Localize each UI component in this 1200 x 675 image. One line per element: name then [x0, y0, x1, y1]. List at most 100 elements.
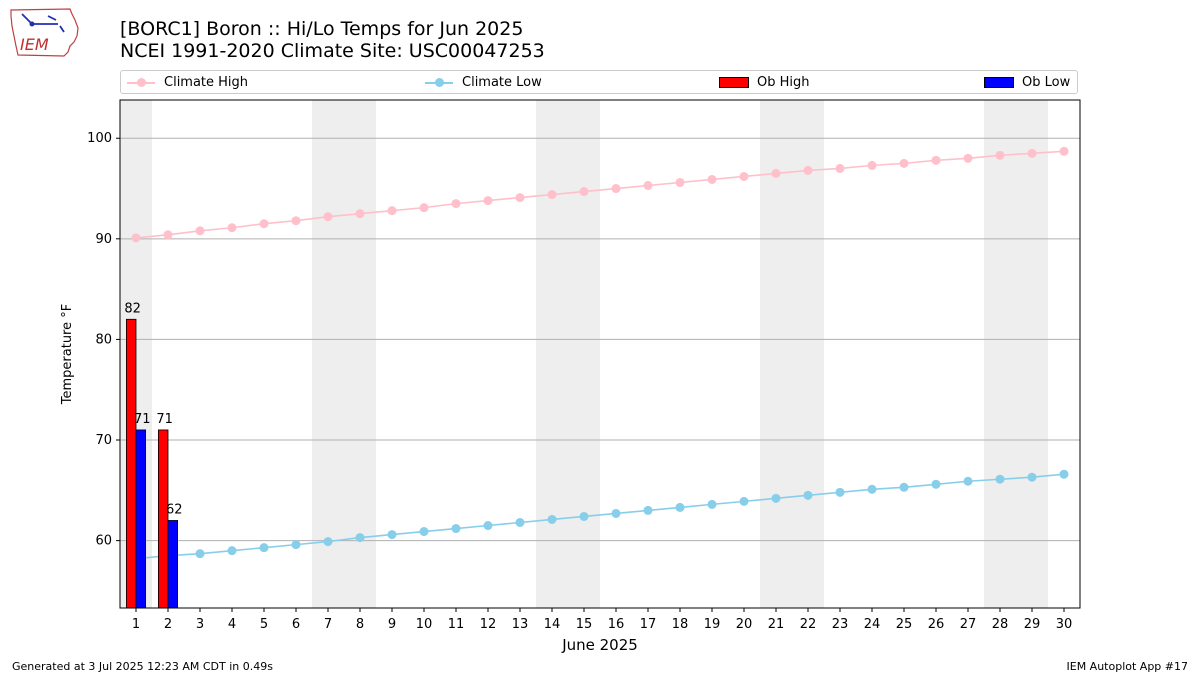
x-tick-label: 27 — [960, 617, 977, 632]
x-tick-label: 20 — [736, 617, 753, 632]
y-axis-label: Temperature °F — [60, 304, 75, 405]
weekend-band — [984, 100, 1048, 608]
series-point — [259, 219, 269, 229]
series-point — [835, 487, 845, 497]
x-tick-label: 22 — [800, 617, 817, 632]
series-point — [771, 493, 781, 503]
x-tick-label: 17 — [640, 617, 657, 632]
series-point — [547, 190, 557, 200]
footer-generated-text: Generated at 3 Jul 2025 12:23 AM CDT in … — [12, 660, 273, 673]
iem-logo: IEM — [10, 8, 79, 57]
series-point — [995, 474, 1005, 484]
series-point — [803, 490, 813, 500]
logo-text: IEM — [20, 35, 49, 54]
series-point — [579, 187, 589, 197]
series-point — [739, 496, 749, 506]
y-tick-label: 90 — [95, 232, 112, 247]
data-bar — [167, 520, 178, 609]
series-point — [931, 155, 941, 165]
x-tick-label: 25 — [896, 617, 913, 632]
series-point — [387, 206, 397, 216]
series-point — [867, 160, 877, 170]
series-point — [163, 230, 173, 240]
legend-label: Ob Low — [1022, 75, 1071, 90]
series-point — [963, 476, 973, 486]
series-point — [387, 530, 397, 540]
weekend-bands — [120, 100, 1048, 608]
x-tick-label: 10 — [416, 617, 433, 632]
series-point — [611, 184, 621, 194]
series-point — [579, 511, 589, 521]
legend-marker-swatch — [137, 78, 146, 87]
series-point — [803, 165, 813, 175]
legend-box-swatch — [984, 77, 1014, 88]
series-point — [899, 158, 909, 168]
x-tick-label: 23 — [832, 617, 849, 632]
series-point — [483, 521, 493, 531]
x-tick-label: 21 — [768, 617, 785, 632]
y-tick-label: 70 — [95, 433, 112, 448]
x-tick-label: 29 — [1024, 617, 1041, 632]
series-point — [835, 163, 845, 173]
series-point — [483, 196, 493, 206]
legend: Climate High Climate Low Ob High Ob Low — [120, 70, 1078, 94]
y-tick-label: 60 — [95, 534, 112, 549]
series-point — [419, 203, 429, 213]
series-point — [995, 150, 1005, 160]
series-point — [451, 199, 461, 209]
series-point — [547, 514, 557, 524]
data-bar — [135, 429, 146, 609]
bar-value-label: 71 — [156, 412, 173, 427]
iowa-outline-shape — [10, 8, 79, 57]
y-tick-label: 80 — [95, 332, 112, 347]
series-point — [323, 537, 333, 547]
observed-bars: 82 71 71 62 — [124, 301, 183, 609]
bar-value-label: 62 — [166, 502, 183, 517]
x-axis-label: June 2025 — [561, 636, 638, 654]
x-tick-label: 2 — [164, 617, 172, 632]
series-point — [515, 193, 525, 203]
legend-marker-swatch — [435, 78, 444, 87]
legend-box-swatch — [719, 77, 749, 88]
series-line — [135, 150, 1065, 239]
x-tick-label: 3 — [196, 617, 204, 632]
series-point — [227, 546, 237, 556]
series-point — [1027, 148, 1037, 158]
x-tick-label: 19 — [704, 617, 721, 632]
x-tick-label: 12 — [480, 617, 497, 632]
climate-lines — [131, 146, 1069, 564]
series-point — [643, 181, 653, 191]
series-point — [899, 482, 909, 492]
series-point — [611, 508, 621, 518]
series-point — [419, 527, 429, 537]
x-tick-label: 11 — [448, 617, 465, 632]
series-point — [963, 153, 973, 163]
x-tick-label: 18 — [672, 617, 689, 632]
x-tick-label: 7 — [324, 617, 332, 632]
legend-label: Climate Low — [462, 75, 542, 90]
bar-value-label: 71 — [134, 412, 151, 427]
x-tick-label: 6 — [292, 617, 300, 632]
series-point — [259, 543, 269, 553]
x-tick-label: 9 — [388, 617, 396, 632]
series-point — [355, 533, 365, 543]
x-tick-label: 4 — [228, 617, 236, 632]
plot-frame — [119, 99, 1081, 609]
chart-title-line2: NCEI 1991-2020 Climate Site: USC00047253 — [120, 40, 545, 62]
series-point — [227, 223, 237, 233]
series-point — [1059, 146, 1069, 156]
series-point — [931, 479, 941, 489]
series-point — [675, 502, 685, 512]
x-tick-label: 8 — [356, 617, 364, 632]
x-tick-label: 5 — [260, 617, 268, 632]
x-tick-label: 24 — [864, 617, 881, 632]
series-point — [355, 209, 365, 219]
data-bar — [157, 429, 169, 609]
series-point — [707, 499, 717, 509]
series-point — [739, 171, 749, 181]
wind-barb-icon — [21, 13, 65, 33]
series-point — [451, 524, 461, 534]
legend-label: Ob High — [757, 75, 810, 90]
